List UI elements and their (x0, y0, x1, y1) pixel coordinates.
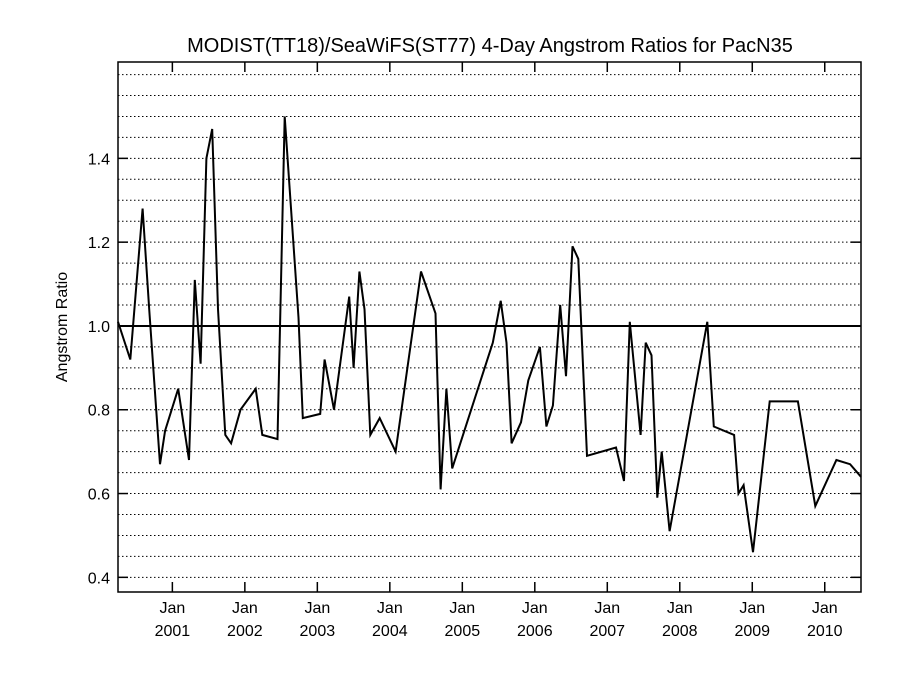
y-tick-label: 0.4 (88, 570, 110, 587)
x-tick-label-month: Jan (594, 600, 620, 617)
x-tick-label-month: Jan (159, 600, 185, 617)
x-tick-label-year: 2007 (589, 623, 625, 640)
x-tick-label-month: Jan (667, 600, 693, 617)
x-tick-label-month: Jan (739, 600, 765, 617)
x-tick-label-month: Jan (522, 600, 548, 617)
y-tick-label: 1.2 (88, 235, 110, 252)
x-tick-label-year: 2005 (445, 623, 481, 640)
y-tick-label: 0.6 (88, 487, 110, 504)
x-tick-label-year: 2010 (807, 623, 843, 640)
x-tick-label-month: Jan (449, 600, 475, 617)
y-tick-label: 1.4 (88, 151, 110, 168)
x-tick-label-year: 2006 (517, 623, 553, 640)
x-tick-label-year: 2004 (372, 623, 408, 640)
x-tick-label-year: 2003 (300, 623, 336, 640)
x-tick-label-month: Jan (304, 600, 330, 617)
chart-title: MODIST(TT18)/SeaWiFS(ST77) 4-Day Angstro… (187, 35, 793, 57)
y-tick-label: 0.8 (88, 403, 110, 420)
series-layer (117, 116, 862, 553)
y-tick-label: 1.0 (88, 319, 110, 336)
x-tick-label-month: Jan (377, 600, 403, 617)
y-axis: 0.4 0.6 0.8 1.0 1.2 1.4 (88, 151, 861, 587)
x-tick-label-month: Jan (232, 600, 258, 617)
x-tick-label-year: 2009 (734, 623, 770, 640)
y-axis-label: Angstrom Ratio (54, 272, 71, 382)
series-line (117, 116, 862, 553)
x-tick-label-month: Jan (812, 600, 838, 617)
x-tick-label-year: 2002 (227, 623, 263, 640)
x-tick-label-year: 2001 (155, 623, 191, 640)
plot-frame (117, 61, 862, 593)
x-tick-label-year: 2008 (662, 623, 698, 640)
x-axis: Jan 2001 Jan 2002 Jan 2003 Jan 2004 Jan 2005 Jan 20… (155, 62, 843, 640)
